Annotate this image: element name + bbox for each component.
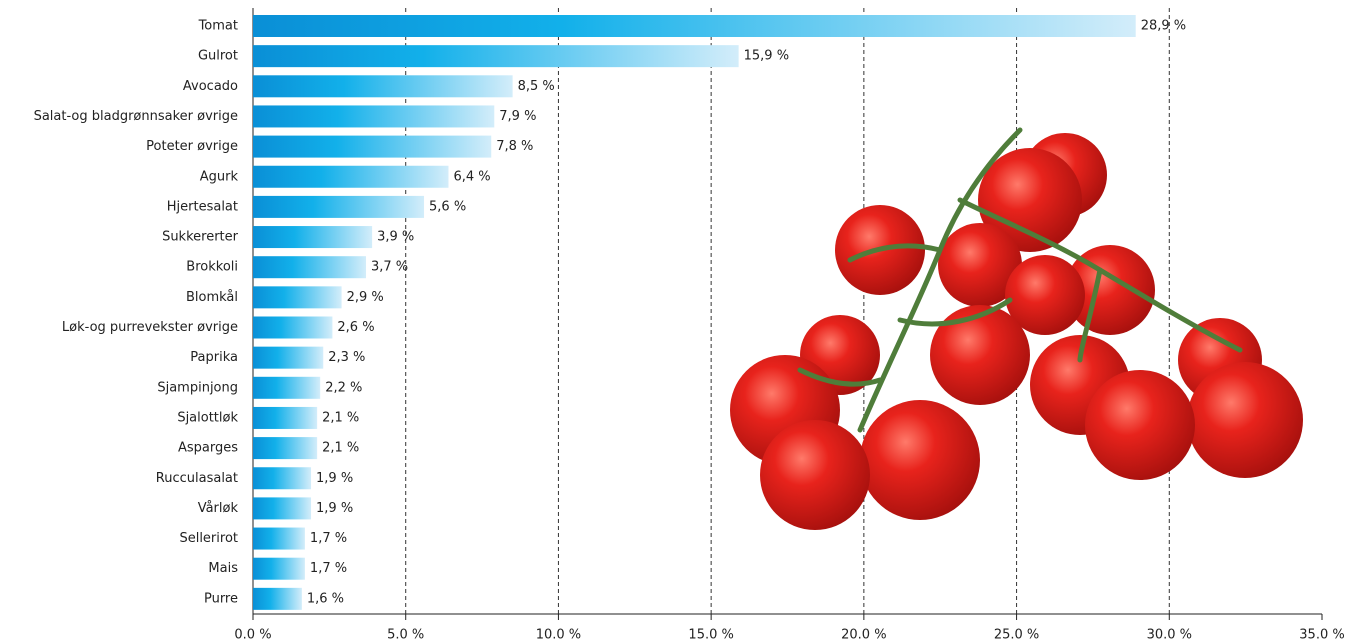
x-tick-label: 25.0 %: [994, 628, 1039, 643]
bar: [253, 135, 492, 158]
bar: [253, 15, 1136, 37]
bars: 0.0 % 5.0 % 10.0 % 15.0 % 20.0 % 25.0 % 30.0 %…: [34, 15, 1345, 643]
x-tick-label: 5.0 %: [387, 628, 424, 643]
value-label: 5,6 %: [429, 199, 466, 214]
y-tick-label: Asparges: [178, 441, 238, 456]
value-label: 1,7 %: [310, 561, 347, 576]
value-label: 2,3 %: [328, 350, 365, 365]
y-tick-label: Purre: [204, 591, 238, 606]
bar: [253, 497, 312, 520]
value-label: 1,9 %: [316, 471, 353, 486]
bar: [253, 587, 302, 610]
value-label: 1,7 %: [310, 531, 347, 546]
bar: [253, 376, 321, 399]
bar: [253, 75, 513, 98]
y-tick-label: Sukkererter: [162, 230, 239, 245]
bar: [253, 256, 367, 279]
bar: [253, 45, 739, 68]
x-tick-label: 10.0 %: [536, 628, 581, 643]
value-label: 6,4 %: [453, 169, 490, 184]
value-label: 15,9 %: [744, 49, 789, 64]
bar: [253, 346, 324, 369]
y-tick-label: Avocado: [183, 79, 238, 94]
y-tick-label: Løk-og purrevekster øvrige: [62, 320, 238, 335]
bar: [253, 286, 342, 309]
value-label: 8,5 %: [518, 79, 555, 94]
value-label: 28,9 %: [1141, 19, 1186, 34]
x-tick-label: 0.0 %: [234, 628, 271, 643]
value-label: 1,9 %: [316, 501, 353, 516]
value-label: 7,9 %: [499, 109, 536, 124]
y-tick-label: Sjampinjong: [157, 380, 238, 395]
value-label: 2,9 %: [347, 290, 384, 305]
value-label: 3,7 %: [371, 260, 408, 275]
y-tick-label: Vårløk: [198, 501, 239, 516]
value-label: 3,9 %: [377, 230, 414, 245]
tomato-photo: [730, 127, 1303, 530]
bar: [253, 557, 305, 580]
y-tick-label: Rucculasalat: [156, 471, 238, 486]
y-tick-label: Sjalottløk: [177, 410, 238, 425]
bar: [253, 316, 333, 339]
y-tick-label: Blomkål: [186, 290, 238, 305]
grid: [252, 8, 1323, 620]
bar: [253, 226, 373, 249]
bar: [253, 195, 425, 218]
bar: [253, 527, 305, 550]
y-tick-label: Sellerirot: [179, 531, 238, 546]
y-tick-label: Gulrot: [198, 49, 238, 64]
x-tick-label: 35.0 %: [1299, 628, 1344, 643]
bar: [253, 467, 312, 490]
value-label: 2,6 %: [337, 320, 374, 335]
y-tick-label: Brokkoli: [186, 260, 238, 275]
x-tick-label: 20.0 %: [841, 628, 886, 643]
value-label: 7,8 %: [496, 139, 533, 154]
y-tick-label: Mais: [208, 561, 238, 576]
bar: [253, 437, 318, 460]
y-tick-label: Paprika: [190, 350, 238, 365]
value-label: 2,1 %: [322, 410, 359, 425]
x-tick-label: 30.0 %: [1147, 628, 1192, 643]
y-tick-label: Salat-og bladgrønnsaker øvrige: [34, 109, 238, 124]
y-tick-label: Hjertesalat: [167, 199, 238, 214]
bar: [253, 165, 449, 188]
y-tick-label: Tomat: [198, 19, 238, 34]
y-tick-label: Agurk: [200, 169, 239, 184]
bar: [253, 406, 318, 429]
value-label: 2,1 %: [322, 441, 359, 456]
y-tick-label: Poteter øvrige: [146, 139, 238, 154]
value-label: 2,2 %: [325, 380, 362, 395]
bar: [253, 105, 495, 128]
x-tick-label: 15.0 %: [688, 628, 733, 643]
value-label: 1,6 %: [307, 591, 344, 606]
